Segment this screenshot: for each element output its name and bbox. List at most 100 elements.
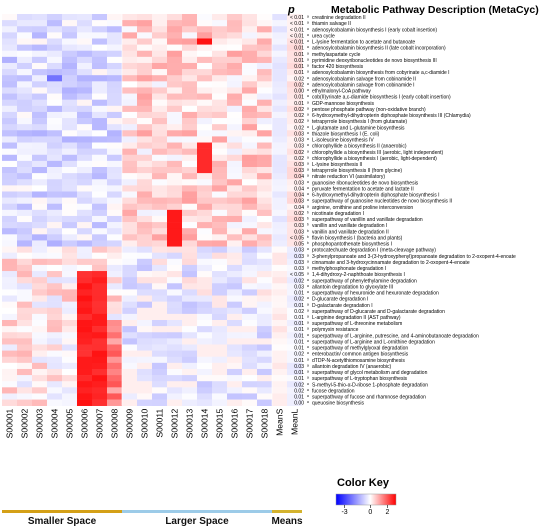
heatmap-cell [272, 160, 288, 168]
heatmap-cell [77, 136, 93, 143]
heatmap-cell [32, 93, 48, 100]
heatmap-cell [2, 154, 18, 162]
heatmap-cell [62, 20, 78, 27]
heatmap-cell [152, 234, 168, 241]
heatmap-cell [92, 93, 108, 100]
p-value: 0.02 [294, 82, 304, 88]
heatmap-cell [272, 368, 288, 376]
heatmap-cell [32, 301, 48, 309]
heatmap-cell [212, 136, 228, 143]
heatmap-cell [287, 228, 303, 235]
heatmap-cell [92, 381, 108, 388]
heatmap-cell [272, 105, 288, 113]
heatmap-cell [242, 185, 258, 192]
heatmap-cell [32, 240, 48, 247]
heatmap-cell [32, 118, 48, 125]
heatmap-cell [32, 124, 48, 131]
heatmap-cell [242, 307, 258, 315]
heatmap-cell [32, 356, 48, 364]
heatmap-cell [77, 142, 93, 149]
heatmap-cell [47, 26, 63, 33]
heatmap-cell [182, 160, 198, 168]
heatmap-cell [212, 32, 228, 39]
heatmap-cell [272, 148, 288, 156]
column-label: S00017 [245, 408, 255, 438]
heatmap-cell [227, 313, 243, 321]
pathway-name: vanillin and vanillate degradation I [312, 223, 387, 229]
significance-marker: a [307, 131, 309, 135]
p-value: 0.03 [294, 168, 304, 174]
heatmap-cell [107, 289, 123, 296]
heatmap-cell [152, 44, 168, 52]
heatmap-cell [167, 81, 183, 88]
heatmap-cell [257, 307, 273, 315]
heatmap-cell [77, 326, 93, 333]
heatmap-cell [272, 320, 288, 327]
heatmap-cell [152, 375, 168, 382]
heatmap-cell [257, 362, 273, 370]
heatmap-cell [122, 154, 138, 162]
heatmap-cell [257, 234, 273, 241]
heatmap-cell [272, 399, 288, 406]
heatmap-cell [2, 26, 18, 33]
heatmap-cell [197, 295, 213, 302]
heatmap-cell [92, 179, 108, 186]
heatmap-cell [107, 362, 123, 370]
heatmap-cell [47, 295, 63, 302]
significance-marker: a [307, 351, 309, 355]
heatmap-cell [212, 362, 228, 370]
heatmap-cell [137, 197, 153, 205]
heatmap-cell [92, 313, 108, 321]
heatmap-cell [137, 252, 153, 260]
heatmap-cell [92, 111, 108, 119]
significance-marker: a [307, 394, 309, 398]
heatmap-cell [242, 222, 258, 229]
heatmap-cell [152, 387, 168, 394]
heatmap-cell [197, 356, 213, 364]
heatmap-cell [167, 362, 183, 370]
heatmap-cell [227, 167, 243, 174]
heatmap-cell [257, 148, 273, 156]
significance-marker: a [307, 149, 309, 153]
p-value: 0.03 [294, 254, 304, 260]
heatmap-cell [242, 362, 258, 370]
heatmap-cell [77, 26, 93, 33]
heatmap-cell [272, 228, 288, 235]
p-value: 0.03 [294, 138, 304, 144]
heatmap-cell [77, 338, 93, 345]
heatmap-cell [107, 173, 123, 180]
significance-marker: a [307, 57, 309, 61]
heatmap-cell [167, 307, 183, 315]
heatmap-cell [272, 173, 288, 180]
p-value: < 0.05 [290, 272, 304, 278]
heatmap-cell [197, 203, 213, 211]
heatmap-cell [287, 124, 303, 131]
heatmap-cell [137, 338, 153, 345]
heatmap-cell [2, 240, 18, 247]
heatmap-cell [62, 320, 78, 327]
heatmap-cell [182, 264, 198, 272]
heatmap-cell [92, 332, 108, 339]
heatmap-cell [107, 277, 123, 284]
heatmap-cell [182, 344, 198, 351]
heatmap-cell [77, 148, 93, 156]
heatmap-cell [2, 277, 18, 284]
heatmap-cell [227, 307, 243, 315]
heatmap-cell [257, 252, 273, 260]
heatmap-cell [182, 203, 198, 211]
heatmap-cell [62, 93, 78, 100]
heatmap-cell [257, 393, 273, 400]
heatmap-cell [2, 338, 18, 345]
heatmap-cell [152, 62, 168, 70]
significance-marker: a [307, 315, 309, 319]
heatmap-cell [92, 295, 108, 302]
column-label: S00001 [5, 408, 15, 438]
heatmap-cell [242, 32, 258, 39]
heatmap-cell [137, 50, 153, 58]
heatmap-cell [167, 56, 183, 64]
significance-marker: a [307, 27, 309, 31]
heatmap-cell [62, 81, 78, 88]
heatmap-cell [122, 301, 138, 309]
heatmap-cell [257, 399, 273, 406]
heatmap-cell [257, 215, 273, 223]
